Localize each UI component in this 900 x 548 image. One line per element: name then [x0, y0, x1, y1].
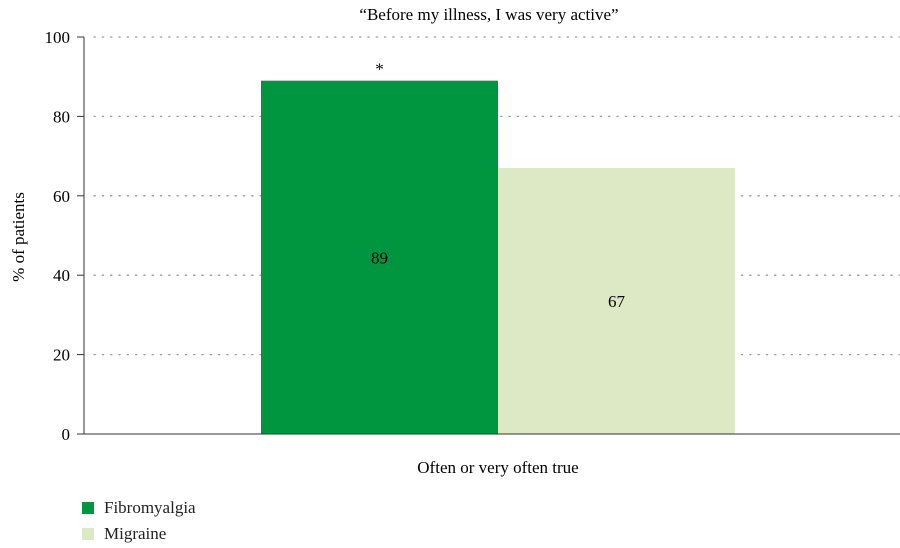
y-tick-label-60: 60 — [53, 187, 70, 206]
y-tick-label-80: 80 — [53, 107, 70, 126]
axes: 0 20 40 60 80 100 — [45, 28, 900, 444]
grid — [93, 36, 900, 356]
legend-swatch-migraine — [82, 528, 94, 540]
legend-item-migraine[interactable]: Migraine — [82, 521, 196, 547]
legend-label-fibromyalgia: Fibromyalgia — [104, 498, 196, 517]
legend: Fibromyalgia Migraine — [82, 495, 196, 547]
x-axis-label: Often or very often true — [417, 458, 578, 477]
legend-label-migraine: Migraine — [104, 524, 167, 543]
bar-migraine — [498, 168, 735, 434]
chart-title: “Before my illness, I was very active” — [359, 5, 618, 24]
bars: 89 * 67 — [261, 60, 735, 435]
y-tick-label-0: 0 — [62, 425, 71, 444]
bar-value-label-migraine: 67 — [608, 292, 626, 311]
y-tick-label-20: 20 — [53, 346, 70, 365]
significance-marker-fibromyalgia: * — [375, 60, 384, 79]
bar-value-label-fibromyalgia: 89 — [371, 248, 388, 267]
y-tick-label-100: 100 — [45, 28, 71, 47]
y-tick-label-40: 40 — [53, 266, 70, 285]
y-axis-label: % of patients — [9, 192, 28, 282]
bar-fibromyalgia — [261, 80, 498, 435]
legend-swatch-fibromyalgia — [82, 502, 94, 514]
legend-item-fibromyalgia[interactable]: Fibromyalgia — [82, 495, 196, 521]
